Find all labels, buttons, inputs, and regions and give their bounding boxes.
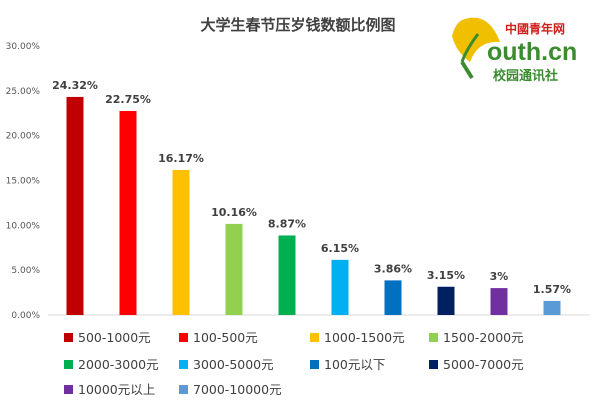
bar bbox=[490, 288, 508, 315]
legend-swatch bbox=[429, 360, 438, 369]
legend-swatch bbox=[179, 360, 188, 369]
legend-label: 5000-7000元 bbox=[443, 357, 524, 372]
bars bbox=[66, 96, 561, 315]
legend-label: 7000-10000元 bbox=[193, 382, 282, 397]
legend-label: 1000-1500元 bbox=[324, 330, 405, 345]
bar bbox=[225, 223, 243, 315]
legend-label: 3000-5000元 bbox=[193, 357, 274, 372]
logo-top-text: 中國青年网 bbox=[505, 21, 565, 36]
data-label: 3.15% bbox=[427, 269, 465, 282]
data-label: 24.32% bbox=[52, 79, 98, 92]
bar bbox=[437, 286, 455, 315]
data-label: 6.15% bbox=[321, 242, 359, 255]
bar bbox=[278, 235, 296, 315]
legend-swatch bbox=[64, 360, 73, 369]
data-label: 1.57% bbox=[533, 283, 571, 296]
legend-swatch bbox=[64, 385, 73, 394]
legend-swatch bbox=[429, 333, 438, 342]
logo-leaf-icon bbox=[452, 17, 500, 62]
legend-label: 1500-2000元 bbox=[443, 330, 524, 345]
y-tick-label: 30.00% bbox=[6, 42, 41, 52]
bar bbox=[66, 96, 84, 315]
logo: 中國青年网 outh.cn 校园通讯社 bbox=[452, 17, 577, 84]
data-label: 16.17% bbox=[158, 152, 204, 165]
data-label: 8.87% bbox=[268, 217, 306, 230]
bar bbox=[384, 280, 402, 315]
logo-y-mark bbox=[460, 60, 474, 80]
logo-brand-text: outh.cn bbox=[487, 38, 577, 66]
legend-label: 500-1000元 bbox=[78, 330, 151, 345]
legend-swatch bbox=[179, 333, 188, 342]
legend-swatch bbox=[64, 333, 73, 342]
logo-leaf-stem bbox=[460, 33, 480, 63]
legend-label: 10000元以上 bbox=[78, 382, 155, 397]
legend-swatch bbox=[310, 360, 319, 369]
y-tick-label: 0.00% bbox=[11, 311, 40, 321]
y-tick-label: 20.00% bbox=[6, 132, 41, 142]
logo-sub-text: 校园通讯社 bbox=[493, 68, 558, 84]
y-tick-label: 10.00% bbox=[6, 221, 41, 231]
y-tick-label: 15.00% bbox=[6, 177, 41, 187]
y-tick-label: 25.00% bbox=[6, 87, 41, 97]
legend-swatch bbox=[310, 333, 319, 342]
bar bbox=[331, 259, 349, 315]
data-label: 3.86% bbox=[374, 262, 412, 275]
legend-swatch bbox=[179, 385, 188, 394]
chart-title: 大学生春节压岁钱数额比例图 bbox=[200, 16, 395, 34]
legend-label: 100-500元 bbox=[193, 330, 258, 345]
legend-label: 100元以下 bbox=[324, 357, 385, 372]
y-tick-label: 5.00% bbox=[11, 266, 40, 276]
bar bbox=[119, 111, 137, 315]
bar bbox=[543, 300, 561, 315]
legend: 500-1000元 100-500元 1000-1500元 1500-2000元 200… bbox=[64, 330, 524, 397]
bar bbox=[172, 170, 190, 315]
data-label: 3% bbox=[490, 270, 509, 283]
data-label: 22.75% bbox=[105, 93, 151, 106]
data-labels: 24.32% 22.75% 16.17% 10.16% 8.87% 6.15% 3.86% 3… bbox=[52, 79, 571, 296]
legend-label: 2000-3000元 bbox=[78, 357, 159, 372]
data-label: 10.16% bbox=[211, 206, 257, 219]
